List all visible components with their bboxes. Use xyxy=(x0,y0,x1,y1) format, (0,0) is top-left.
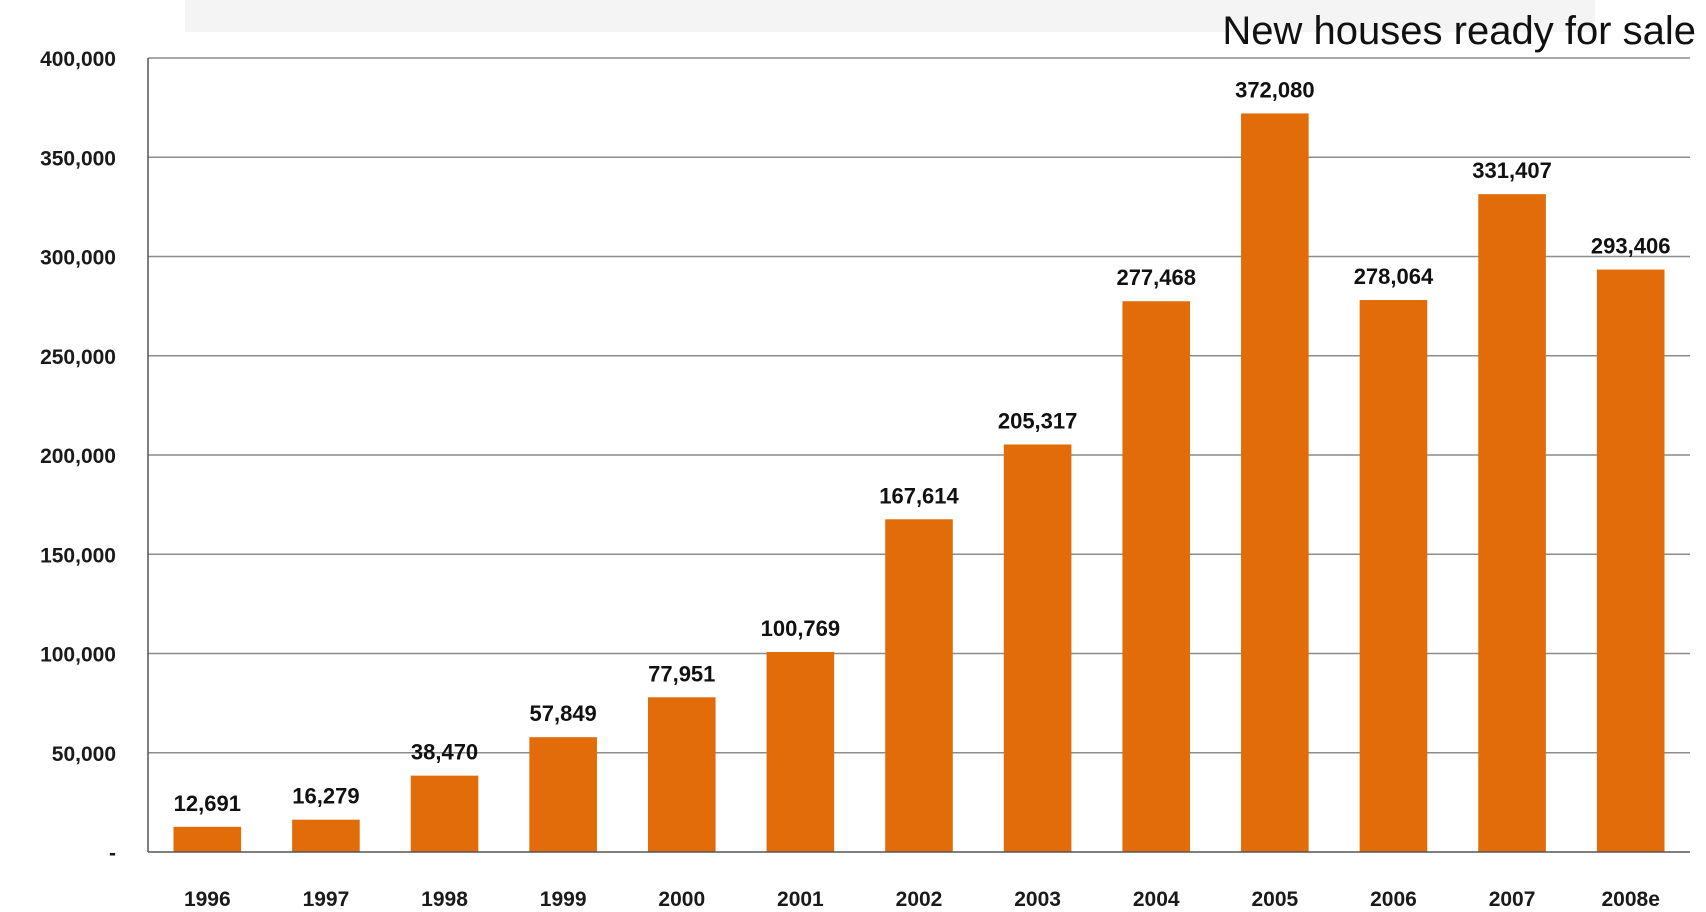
data-label-1999: 57,849 xyxy=(530,701,597,726)
data-label-2000: 77,951 xyxy=(648,661,715,686)
data-label-2007: 331,407 xyxy=(1472,158,1552,183)
y-tick-label: - xyxy=(109,842,116,865)
data-labels: 12,691 16,279 38,470 57,849 77,951 100,769 167… xyxy=(174,77,1671,815)
x-tick-label-2007: 2007 xyxy=(1489,888,1536,911)
x-tick-label-2005: 2005 xyxy=(1251,888,1298,911)
y-tick-label: 50,000 xyxy=(52,743,116,766)
data-label-1998: 38,470 xyxy=(411,740,478,765)
y-axis-tick-labels: - 50,000 100,000 150,000 200,000 250,000 300,0… xyxy=(40,48,116,865)
bar-2005 xyxy=(1241,113,1309,852)
x-tick-label-2003: 2003 xyxy=(1014,888,1061,911)
x-tick-label-1996: 1996 xyxy=(184,888,231,911)
chart-title: New houses ready for sale xyxy=(1222,9,1696,53)
bar-2000 xyxy=(647,697,716,852)
y-tick-label: 200,000 xyxy=(40,445,116,468)
bar-2001 xyxy=(766,651,835,852)
y-tick-label: 350,000 xyxy=(40,147,116,170)
y-tick-label: 400,000 xyxy=(40,48,116,71)
y-tick-label: 250,000 xyxy=(40,346,116,369)
x-tick-label-2000: 2000 xyxy=(658,888,705,911)
bar-1998 xyxy=(410,775,479,852)
data-label-1997: 16,279 xyxy=(292,784,359,809)
x-axis-tick-labels: 1996 1997 1998 1999 2000 2001 2002 2003 2004 2005… xyxy=(184,888,1660,911)
data-label-2004: 277,468 xyxy=(1116,265,1196,290)
bars xyxy=(173,113,1665,852)
data-label-2008e: 293,406 xyxy=(1591,234,1671,259)
bar-2003 xyxy=(1003,444,1072,852)
data-label-2002: 167,614 xyxy=(879,483,959,508)
x-tick-label-2002: 2002 xyxy=(896,888,943,911)
bar-2006 xyxy=(1359,300,1428,852)
bar-1997 xyxy=(292,819,360,852)
bar-2008e xyxy=(1596,269,1665,852)
bar-2007 xyxy=(1478,194,1546,852)
bar-1999 xyxy=(529,737,597,852)
y-tick-label: 300,000 xyxy=(40,247,116,270)
x-tick-label-1997: 1997 xyxy=(303,888,350,911)
header-band xyxy=(185,0,1595,32)
bar-1996 xyxy=(173,826,242,852)
data-label-1996: 12,691 xyxy=(174,791,241,816)
x-tick-label-1999: 1999 xyxy=(540,888,587,911)
data-label-2001: 100,769 xyxy=(761,616,841,641)
bar-2004 xyxy=(1122,301,1191,852)
x-tick-label-1998: 1998 xyxy=(421,888,468,911)
x-tick-label-2004: 2004 xyxy=(1133,888,1180,911)
y-tick-label: 100,000 xyxy=(40,644,116,667)
data-label-2005: 372,080 xyxy=(1235,77,1315,102)
data-label-2003: 205,317 xyxy=(998,408,1078,433)
data-label-2006: 278,064 xyxy=(1354,264,1434,289)
y-tick-label: 150,000 xyxy=(40,544,116,567)
x-tick-label-2006: 2006 xyxy=(1370,888,1417,911)
bar-2002 xyxy=(885,519,953,852)
x-tick-label-2001: 2001 xyxy=(777,888,824,911)
x-tick-label-2008e: 2008e xyxy=(1601,888,1659,911)
